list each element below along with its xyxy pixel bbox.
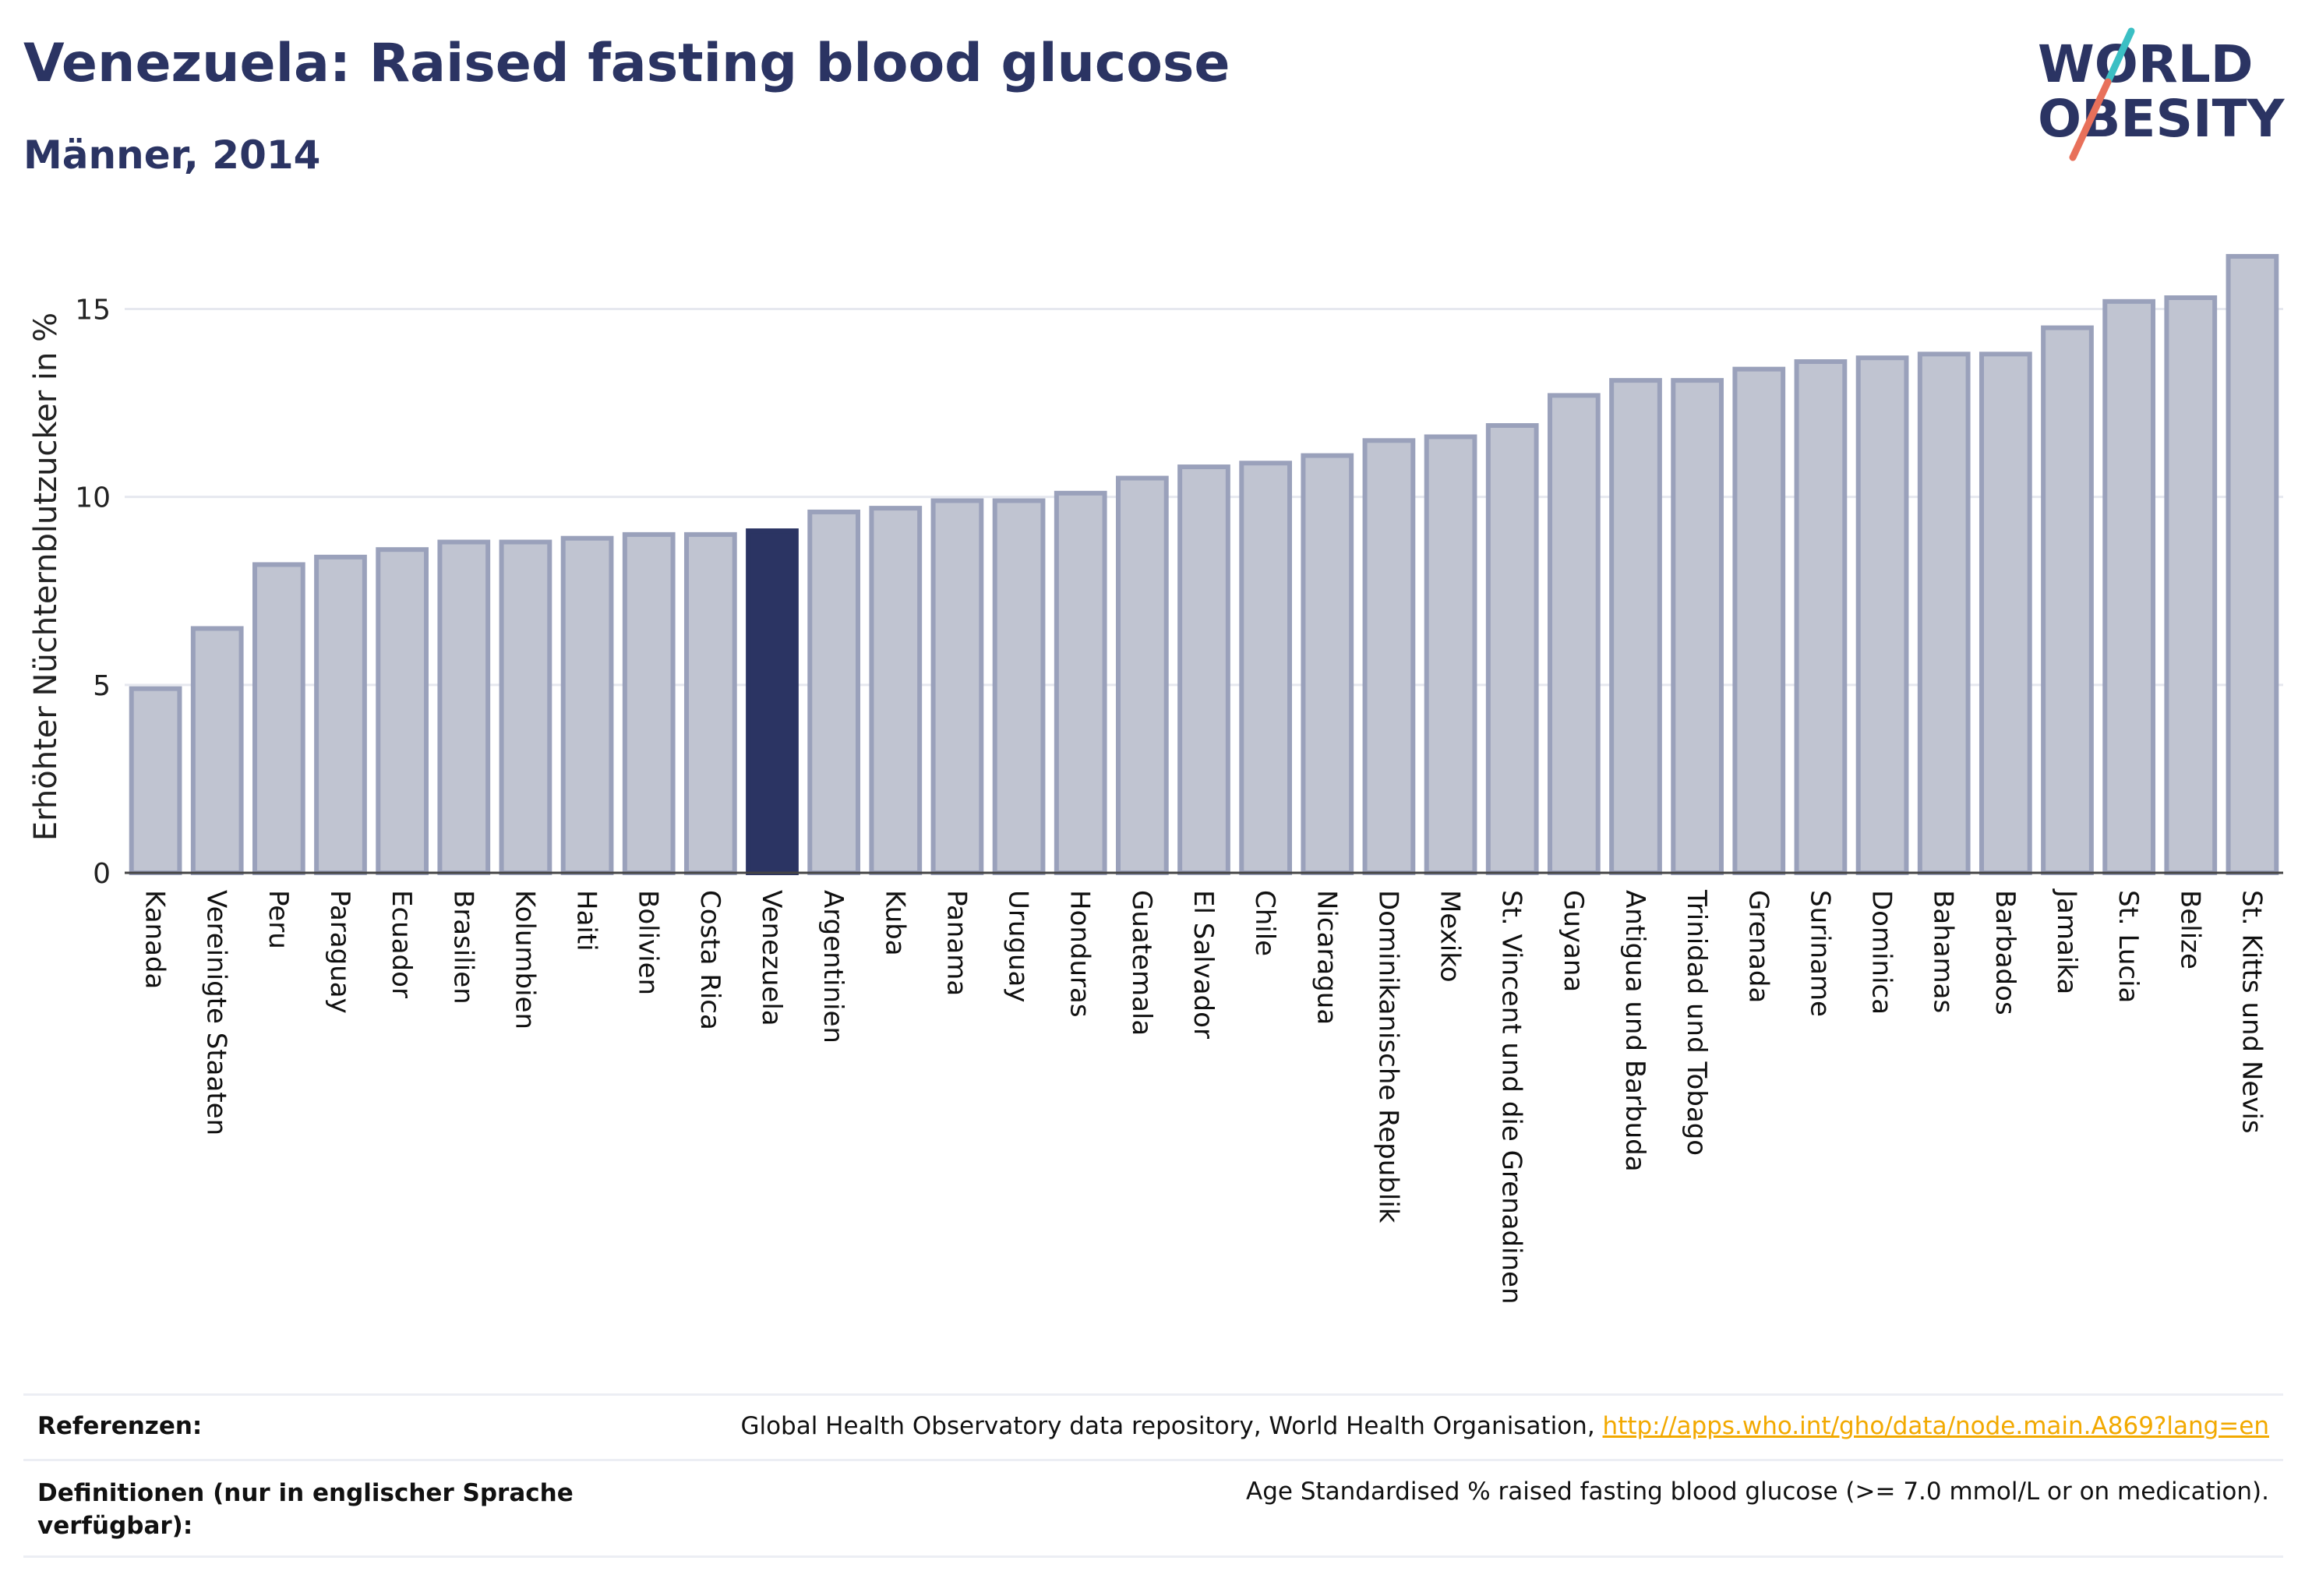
world-obesity-logo: WORLD OBESITY [2038,27,2286,161]
y-tick-label: 10 [75,482,111,514]
x-tick-label: Mexiko [1435,890,1466,983]
x-tick-label: Brasilien [447,890,478,1005]
x-tick-label: Panama [941,890,972,996]
x-tick-label: St. Lucia [2113,890,2144,1003]
references-row: Referenzen: Global Health Observatory da… [23,1393,2283,1456]
x-tick-label: Guatemala [1126,890,1157,1036]
bar-costa-rica [683,531,737,875]
x-tick-label: Venezuela [756,890,787,1026]
x-tick-label: Peru [263,890,294,949]
x-tick-label: Dominica [1866,890,1897,1015]
references-link[interactable]: http://apps.who.int/gho/data/node.main.A… [1602,1412,2269,1440]
bar-jamaika [2041,325,2094,875]
x-tick-label: Grenada [1742,890,1774,1003]
bar-belize [2164,295,2218,875]
x-tick-label: Trinidad und Tobago [1681,889,1712,1156]
references-source: Global Health Observatory data repositor… [740,1412,1603,1440]
bar-el-salvador [1177,464,1230,875]
definitions-text: Age Standardised % raised fasting blood … [1246,1478,2269,1506]
bar-kolumbien [499,539,552,875]
definitions-label: Definitionen (nur in englischer Sprache … [37,1479,574,1540]
x-tick-label: Kolumbien [509,890,540,1029]
bar-uruguay [992,498,1046,875]
x-tick-label: Dominikanische Republik [1372,890,1403,1223]
x-tick-label: Costa Rica [694,890,725,1030]
bar-kuba [869,506,923,876]
references-text: Global Health Observatory data repositor… [740,1412,2269,1440]
x-tick-label: Barbados [1989,890,2021,1015]
bar-haiti [560,535,614,875]
references-label: Referenzen: [37,1412,203,1440]
x-axis-labels: Kanada Vereinigte Staaten Peru Paraguay Ecua… [139,888,2268,1305]
bar-guyana [1547,393,1601,876]
x-tick-label: Uruguay [1003,890,1034,1003]
bar-st-vincent-und-die-grenadinen [1485,423,1539,875]
bar-peru [252,562,305,875]
x-tick-label: St. Kitts und Nevis [2236,890,2267,1134]
x-tick-label: Nicaragua [1311,890,1342,1025]
x-tick-label: El Salvador [1188,890,1219,1039]
bar-bahamas [1917,351,1971,875]
bar-ecuador [376,547,429,875]
y-tick-label: 0 [93,858,111,890]
x-tick-label: Jamaika [2051,888,2082,994]
y-tick-label: 5 [93,670,111,702]
y-axis-label: Erhöhter Nüchternblutzucker in % [28,312,64,841]
bar-panama [930,498,984,875]
bar-argentinien [807,509,861,875]
bar-chart: 0 5 10 15 Kanada Vereinigte Staaten Peru Parag… [28,253,2283,1305]
logo-text-line1: WORLD [2038,34,2254,94]
bar-suriname [1794,359,1848,875]
x-tick-label: Chile [1249,890,1280,956]
footer-rule-bottom [23,1555,2283,1558]
x-tick-label: Haiti [571,890,602,952]
bar-paraguay [314,554,367,876]
x-tick-label: Bahamas [1928,890,1959,1013]
y-axis-ticks: 0 5 10 15 [75,294,111,890]
bar-venezuela [746,528,799,875]
bar-vereinigte-staaten [190,626,244,875]
chart-subtitle: Männer, 2014 [23,132,321,178]
bar-mexiko [1424,434,1477,875]
x-tick-label: Guyana [1558,890,1589,992]
bar-grenada [1732,366,1786,876]
x-tick-label: Kanada [139,890,171,989]
x-tick-label: Belize [2174,890,2205,969]
bar-dominikanische-republik [1362,438,1416,875]
bar-brasilien [437,539,491,875]
bar-trinidad-und-tobago [1671,378,1724,875]
x-tick-label: Kuba [879,890,910,956]
x-tick-label: Antigua und Barbuda [1619,890,1650,1172]
bar-honduras [1054,490,1107,876]
x-tick-label: Paraguay [324,890,355,1014]
y-tick-label: 15 [75,294,111,326]
x-tick-label: Argentinien [817,890,849,1043]
footer-rule-middle [23,1459,2283,1461]
bars [129,253,2279,876]
footer-rule-top [23,1393,2283,1396]
x-tick-label: Honduras [1064,890,1096,1018]
x-tick-label: Vereinigte Staaten [201,890,232,1135]
bar-bolivien [622,531,676,875]
bar-kanada [129,686,182,875]
x-tick-label: Bolivien [633,890,664,995]
bar-barbados [1978,351,2032,875]
x-tick-label: Ecuador [386,890,417,998]
x-tick-label: St. Vincent und die Grenadinen [1496,890,1527,1305]
bar-dominica [1855,355,1909,876]
x-tick-label: Suriname [1804,890,1835,1017]
bar-antigua-und-barbuda [1609,378,1662,875]
definitions-row: Definitionen (nur in englischer Sprache … [23,1459,2283,1552]
bar-guatemala [1115,475,1169,875]
chart-title: Venezuela: Raised fasting blood glucose [23,33,1230,94]
bar-chile [1239,461,1293,875]
bar-nicaragua [1301,453,1354,875]
bar-st-kitts-und-nevis [2226,253,2279,875]
bar-st-lucia [2102,298,2156,875]
